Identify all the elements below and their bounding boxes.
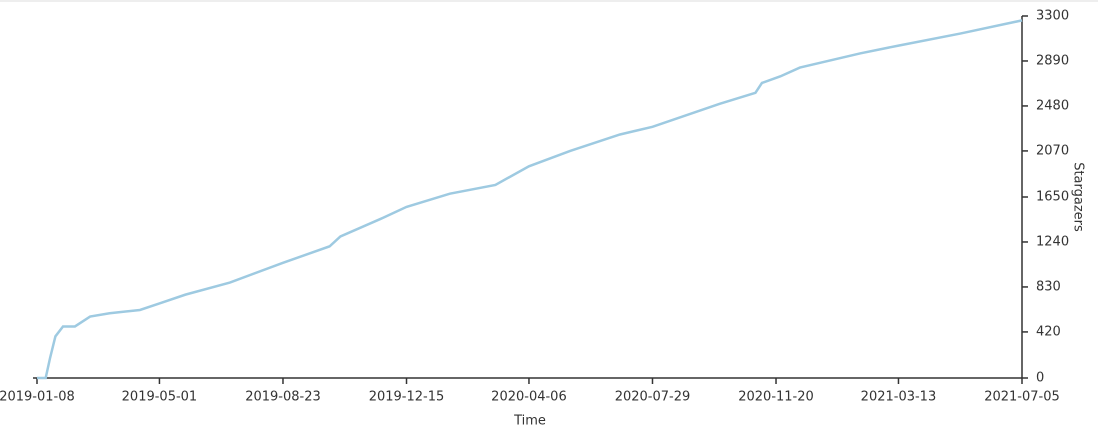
- x-tick-label: 2020-07-29: [615, 390, 691, 405]
- x-tick-label: 2020-11-20: [738, 390, 814, 405]
- y-tick-label: 830: [1036, 279, 1061, 294]
- y-axis-label: Stargazers: [1071, 162, 1086, 232]
- data-line: [37, 19, 1023, 380]
- x-tick-label: 2019-08-23: [245, 390, 321, 405]
- y-tick-label: 2890: [1036, 53, 1069, 68]
- x-tick-label: 2021-07-05: [984, 390, 1060, 405]
- y-tick-label: 3300: [1036, 9, 1069, 24]
- y-tick-label: 0: [1036, 371, 1044, 386]
- y-tick-label: 2070: [1036, 143, 1069, 158]
- y-tick-label: 420: [1036, 324, 1061, 339]
- y-tick-label: 1240: [1036, 234, 1069, 249]
- y-tick-label: 1650: [1036, 190, 1069, 205]
- x-axis-label: Time: [513, 414, 546, 429]
- x-tick-label: 2019-01-08: [0, 390, 75, 405]
- y-tick-label: 2480: [1036, 98, 1069, 113]
- x-tick-label: 2021-03-13: [861, 390, 937, 405]
- x-tick-label: 2019-05-01: [122, 390, 198, 405]
- x-tick-label: 2020-04-06: [491, 390, 567, 405]
- x-tick-label: 2019-12-15: [369, 390, 445, 405]
